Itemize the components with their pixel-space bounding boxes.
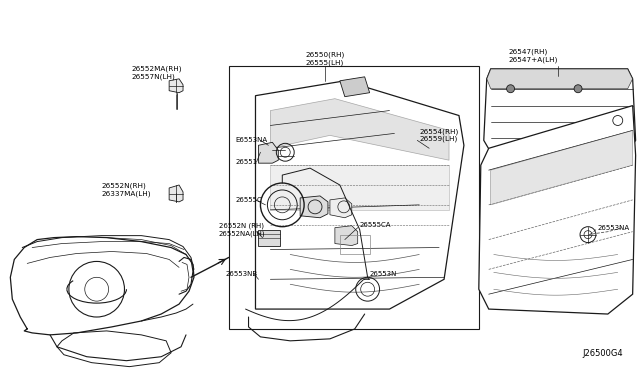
Bar <box>228 66 479 329</box>
Text: 26552N (RH)
26552NA(LH): 26552N (RH) 26552NA(LH) <box>219 223 266 237</box>
Polygon shape <box>330 198 352 218</box>
Text: 26554(RH)
26559(LH): 26554(RH) 26559(LH) <box>419 128 458 142</box>
Text: 26553N: 26553N <box>370 271 397 278</box>
Polygon shape <box>340 77 370 97</box>
Polygon shape <box>335 226 358 246</box>
Polygon shape <box>169 185 183 202</box>
Polygon shape <box>491 131 633 205</box>
Text: 26553NA: 26553NA <box>598 225 630 231</box>
Polygon shape <box>169 79 183 93</box>
Polygon shape <box>487 69 633 89</box>
Bar <box>340 235 370 254</box>
Polygon shape <box>259 142 278 163</box>
Text: 26547(RH)
26547+A(LH): 26547(RH) 26547+A(LH) <box>509 49 558 63</box>
Polygon shape <box>270 99 449 160</box>
Text: 26555CA: 26555CA <box>360 222 391 228</box>
Text: 26552N(RH)
26337MA(LH): 26552N(RH) 26337MA(LH) <box>102 183 151 197</box>
Text: J26500G4: J26500G4 <box>582 349 623 358</box>
Polygon shape <box>300 196 328 218</box>
Polygon shape <box>270 165 449 210</box>
Text: 26552MA(RH)
26557N(LH): 26552MA(RH) 26557N(LH) <box>131 66 182 80</box>
Polygon shape <box>479 106 636 314</box>
Circle shape <box>507 85 515 93</box>
Polygon shape <box>255 81 464 309</box>
Text: 26550(RH)
26555(LH): 26550(RH) 26555(LH) <box>305 52 344 66</box>
Polygon shape <box>484 69 636 152</box>
Text: 26553NB: 26553NB <box>226 271 258 278</box>
Text: 26555C: 26555C <box>236 197 262 203</box>
Text: 26551: 26551 <box>236 159 258 165</box>
Circle shape <box>574 85 582 93</box>
Bar <box>259 230 280 246</box>
Text: E6553NA: E6553NA <box>236 137 268 143</box>
